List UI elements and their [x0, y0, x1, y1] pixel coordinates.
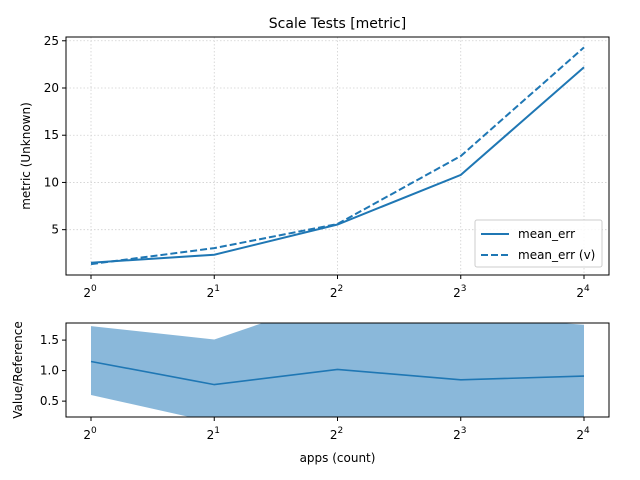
- bottom-x-tick-label: 22: [330, 426, 343, 442]
- y-tick-label: 15: [44, 128, 59, 142]
- legend-entry-label: mean_err: [518, 227, 575, 241]
- series-line-mean-err-v: [90, 46, 585, 266]
- bottom-y-axis-label: Value/Reference: [11, 321, 25, 418]
- bottom-x-tick-label: 23: [453, 426, 466, 442]
- legend-entry-label: mean_err (v): [518, 248, 595, 262]
- bottom-y-tick-label: 1.0: [40, 364, 59, 378]
- bottom-y-tick-label: 0.5: [40, 394, 59, 408]
- ratio-line: [90, 360, 585, 386]
- y-tick-label: 20: [44, 81, 59, 95]
- top-x-tick-label: 20: [83, 284, 97, 300]
- y-tick-label: 25: [44, 34, 59, 48]
- bottom-x-tick-label: 24: [576, 426, 590, 442]
- y-tick-label: 10: [44, 175, 59, 189]
- bottom-plot: 0.5 1.0 1.5 20 21 22 23 24 Value/Reference apps…: [11, 321, 610, 465]
- bottom-ticks: 0.5 1.0 1.5 20 21 22 23 24: [40, 333, 590, 442]
- y-tick-label: 5: [51, 223, 59, 237]
- top-x-tick-label: 23: [453, 284, 466, 300]
- bottom-x-tick-label: 20: [83, 426, 97, 442]
- bottom-y-tick-label: 1.5: [40, 333, 59, 347]
- top-series-lines: [90, 46, 585, 266]
- ratio-band: [91, 323, 584, 417]
- x-axis-label: apps (count): [300, 451, 376, 465]
- legend: mean_err mean_err (v): [474, 219, 603, 268]
- bottom-x-tick-label: 21: [207, 426, 220, 442]
- top-y-axis-label: metric (Unknown): [19, 102, 33, 210]
- top-ticks: 5 10 15 20 25 20 21 22 23 24: [44, 34, 590, 300]
- chart-title: Scale Tests [metric]: [269, 16, 406, 32]
- top-plot: 5 10 15 20 25 20 21 22 23 24 Scale Tests [metric]…: [19, 16, 610, 300]
- top-x-tick-label: 24: [576, 284, 590, 300]
- top-x-tick-label: 21: [207, 284, 220, 300]
- top-x-tick-label: 22: [330, 284, 343, 300]
- bottom-series: [90, 323, 585, 417]
- series-line-mean-err: [90, 66, 585, 264]
